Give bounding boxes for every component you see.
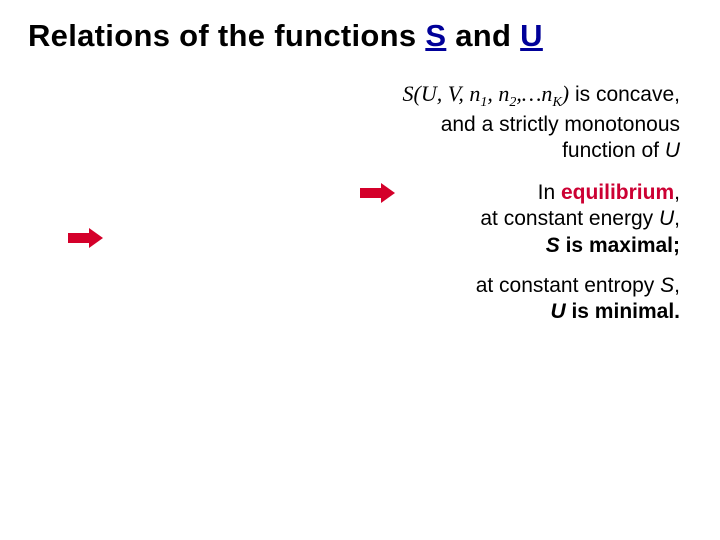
arrow-icon [68,228,103,248]
equilibrium-row: In equilibrium, [300,180,680,206]
s-var: S [546,234,560,257]
slide: Relations of the functions S and U S(U, … [0,0,720,540]
s-max-text: is maximal; [560,234,680,257]
fn-of-pre: function of [562,139,665,162]
s-maximal-line: S is maximal; [300,233,680,259]
concave-line: S(U, V, n1, n2,…nK) is concave, [300,80,680,112]
monotonous-line: and a strictly monotonous [300,112,680,138]
content-block: S(U, V, n1, n2,…nK) is concave, and a st… [300,80,680,325]
left-arrow-icon [68,228,103,248]
title-s: S [425,18,446,53]
const-u-var: U [659,207,674,230]
in-text: In [538,181,561,204]
equilibrium-comma: , [674,181,680,204]
u-min-text: is minimal. [566,300,680,323]
const-entropy-line: at constant entropy S, [300,273,680,299]
fn-subK: K [552,95,561,110]
fn-of-u: U [665,139,680,162]
const-s-pre: at constant entropy [476,274,660,297]
equilibrium-word: equilibrium [561,181,674,204]
const-energy-line: at constant energy U, [300,206,680,232]
fn-s: S(U, V, n [403,81,481,106]
arrow-icon [360,183,395,203]
title-mid: and [446,18,520,53]
const-u-pre: at constant energy [480,207,659,230]
equilibrium-arrow-icon [360,183,395,203]
const-s-var: S [660,274,674,297]
u-var: U [550,300,565,323]
fn-mid1: , n [487,81,509,106]
fn-close: ) [562,81,569,106]
slide-title: Relations of the functions S and U [28,18,692,54]
equilibrium-line: In equilibrium, [538,180,680,206]
const-u-post: , [674,207,680,230]
title-pre: Relations of the functions [28,18,425,53]
concave-rest: is concave, [569,83,680,106]
fn-mid2: ,…n [516,81,552,106]
title-u: U [520,18,543,53]
function-of-u-line: function of U [300,138,680,164]
u-minimal-line: U is minimal. [300,299,680,325]
const-s-post: , [674,274,680,297]
